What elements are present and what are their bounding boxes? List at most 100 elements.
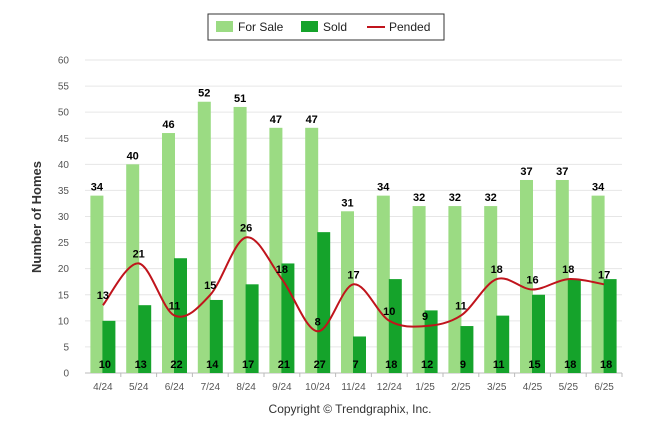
label-sold: 9 [460,359,466,371]
bar-sold [532,294,545,373]
y-tick-label: 55 [58,82,70,93]
x-tick-label: 9/24 [272,382,292,393]
x-tick-label: 1/25 [415,382,435,393]
label-for-sale: 40 [127,150,139,162]
legend-sold-swatch [301,21,318,32]
y-tick-label: 35 [58,186,70,197]
label-for-sale: 31 [341,197,353,209]
label-for-sale: 34 [377,182,390,194]
bar-for-sale [126,164,140,373]
label-sold: 11 [493,359,505,371]
data-labels: 34 10 40 13 46 22 52 14 51 17 47 21 47 27 31 7 34 18 32 12 3… [91,88,612,371]
label-sold: 7 [352,359,358,371]
y-tick-label: 10 [58,316,70,327]
legend: For Sale Sold Pended [207,13,445,41]
copyright-credit: Copyright © Trendgraphix, Inc. [269,402,432,416]
label-pended: 15 [204,280,216,292]
label-pended: 11 [455,301,467,313]
bar-sold [245,284,259,373]
label-for-sale: 37 [556,166,568,178]
bar-sold [281,263,295,373]
label-sold: 18 [564,359,576,371]
y-tick-label: 0 [63,369,69,380]
label-pended: 13 [97,290,109,302]
x-axis-ticks: 4/24 5/24 6/24 7/24 8/24 9/24 10/24 11/24 12/24 1… [93,373,623,393]
label-pended: 21 [133,248,145,260]
x-tick-label: 5/24 [129,382,149,393]
label-for-sale: 47 [270,114,282,126]
label-sold: 14 [206,359,219,371]
bar-for-sale [555,179,569,373]
x-tick-label: 11/24 [341,382,366,393]
label-sold: 27 [314,359,326,371]
y-tick-label: 15 [58,290,70,301]
label-pended: 11 [169,301,181,313]
bar-sold [603,279,617,373]
bar-for-sale [591,195,605,373]
bar-for-sale [233,106,247,373]
label-for-sale: 37 [520,166,532,178]
x-tick-label: 10/24 [305,382,330,393]
x-tick-label: 4/24 [93,382,113,393]
bar-for-sale [520,179,533,373]
label-pended: 17 [347,269,359,281]
label-pended: 16 [526,275,538,287]
label-pended: 10 [383,306,395,318]
bar-sold [496,315,510,373]
x-tick-label: 12/24 [377,382,402,393]
legend-box [207,13,445,41]
x-tick-label: 2/25 [451,382,471,393]
label-sold: 15 [528,359,540,371]
x-tick-label: 4/25 [523,382,543,393]
bar-for-sale [376,195,390,373]
label-sold: 17 [242,359,254,371]
x-tick-label: 6/25 [594,382,614,393]
y-tick-label: 25 [58,238,70,249]
label-sold: 18 [385,359,397,371]
label-for-sale: 51 [234,93,246,105]
label-pended: 26 [240,222,252,234]
label-for-sale: 32 [485,192,497,204]
bar-for-sale [341,211,354,373]
bar-sold [567,279,581,373]
label-pended: 17 [598,269,610,281]
label-sold: 21 [278,359,290,371]
y-axis-label: Number of Homes [29,161,44,273]
label-sold: 12 [421,359,433,371]
y-tick-label: 50 [58,108,70,119]
label-for-sale: 34 [91,182,104,194]
y-tick-label: 40 [58,160,70,171]
legend-pended-label: Pended [389,20,430,34]
x-tick-label: 7/24 [201,382,221,393]
label-sold: 13 [135,359,147,371]
bar-sold [460,326,474,373]
bar-for-sale [448,206,462,373]
label-pended: 8 [315,316,321,328]
bar-for-sale [305,127,319,373]
x-tick-label: 6/24 [165,382,185,393]
label-for-sale: 52 [198,88,210,100]
label-pended: 18 [491,264,503,276]
label-for-sale: 47 [306,114,318,126]
bar-for-sale [162,133,175,373]
bar-sold [138,305,152,373]
pended-line [102,236,605,333]
bar-sold [353,336,366,373]
legend-for-sale-label: For Sale [238,20,284,34]
x-tick-label: 8/24 [236,382,256,393]
bar-sold [317,232,331,373]
legend-for-sale-swatch [216,21,233,32]
y-tick-label: 60 [58,56,70,67]
label-for-sale: 32 [413,192,425,204]
y-tick-label: 20 [58,264,70,275]
bar-for-sale [90,195,104,373]
bar-for-sale [484,206,498,373]
y-tick-label: 45 [58,134,70,145]
label-pended: 18 [276,264,288,276]
bar-sold [174,258,187,373]
y-tick-label: 30 [58,212,70,223]
x-tick-label: 5/25 [559,382,579,393]
label-for-sale: 34 [592,182,605,194]
bar-for-sale [412,206,426,373]
